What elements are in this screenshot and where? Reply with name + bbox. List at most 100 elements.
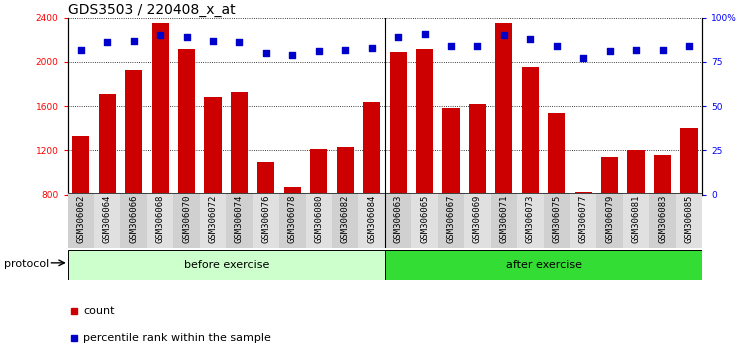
- Point: [498, 33, 510, 38]
- Bar: [385, 193, 412, 248]
- Bar: [438, 193, 464, 248]
- Bar: [336, 147, 354, 283]
- Bar: [173, 193, 200, 248]
- Bar: [125, 70, 142, 283]
- Bar: [385, 250, 702, 280]
- Bar: [252, 193, 279, 248]
- Point: [366, 45, 378, 51]
- Text: GSM306080: GSM306080: [314, 195, 323, 243]
- Text: GSM306074: GSM306074: [235, 195, 244, 243]
- Text: GSM306081: GSM306081: [632, 195, 641, 243]
- Text: GSM306083: GSM306083: [658, 195, 667, 243]
- Point: [630, 47, 642, 52]
- Point: [312, 48, 324, 54]
- Point: [472, 43, 484, 49]
- Text: protocol: protocol: [4, 259, 49, 269]
- Text: after exercise: after exercise: [505, 259, 581, 270]
- Bar: [258, 161, 275, 283]
- Text: GSM306067: GSM306067: [447, 195, 456, 243]
- Bar: [442, 108, 460, 283]
- Bar: [306, 193, 332, 248]
- Text: GSM306062: GSM306062: [77, 195, 86, 243]
- Text: GDS3503 / 220408_x_at: GDS3503 / 220408_x_at: [68, 3, 235, 17]
- Bar: [358, 193, 385, 248]
- Text: GSM306072: GSM306072: [209, 195, 218, 243]
- Text: GSM306076: GSM306076: [261, 195, 270, 243]
- Bar: [623, 193, 650, 248]
- Bar: [363, 102, 380, 283]
- Bar: [147, 193, 173, 248]
- Bar: [548, 113, 566, 283]
- Text: GSM306068: GSM306068: [155, 195, 164, 243]
- Point: [286, 52, 298, 58]
- Bar: [120, 193, 147, 248]
- Point: [260, 50, 272, 56]
- Point: [418, 31, 430, 36]
- Text: before exercise: before exercise: [183, 259, 269, 270]
- Bar: [200, 193, 226, 248]
- Point: [445, 43, 457, 49]
- Point: [656, 47, 668, 52]
- Bar: [575, 193, 592, 283]
- Point: [180, 34, 192, 40]
- Text: GSM306066: GSM306066: [129, 195, 138, 243]
- Point: [550, 43, 562, 49]
- Point: [101, 40, 113, 45]
- Point: [683, 43, 695, 49]
- Bar: [650, 193, 676, 248]
- Point: [154, 33, 166, 38]
- Bar: [464, 193, 490, 248]
- Point: [578, 56, 590, 61]
- Bar: [94, 193, 120, 248]
- Text: GSM306071: GSM306071: [499, 195, 508, 243]
- Bar: [72, 136, 89, 283]
- Bar: [469, 104, 486, 283]
- Bar: [601, 157, 618, 283]
- Text: GSM306085: GSM306085: [684, 195, 693, 243]
- Point: [207, 38, 219, 44]
- Text: GSM306084: GSM306084: [367, 195, 376, 243]
- Point: [524, 36, 536, 42]
- Bar: [490, 193, 517, 248]
- Text: GSM306078: GSM306078: [288, 195, 297, 243]
- Bar: [628, 150, 644, 283]
- Bar: [68, 250, 385, 280]
- Text: GSM306070: GSM306070: [182, 195, 191, 243]
- Text: GSM306064: GSM306064: [103, 195, 112, 243]
- Bar: [68, 193, 94, 248]
- Text: GSM306065: GSM306065: [420, 195, 429, 243]
- Bar: [98, 94, 116, 283]
- Text: percentile rank within the sample: percentile rank within the sample: [83, 333, 271, 343]
- Text: GSM306069: GSM306069: [473, 195, 482, 243]
- Point: [75, 47, 87, 52]
- Point: [339, 47, 351, 52]
- Bar: [416, 48, 433, 283]
- Bar: [178, 48, 195, 283]
- Text: GSM306075: GSM306075: [552, 195, 561, 243]
- Point: [392, 34, 404, 40]
- Bar: [544, 193, 570, 248]
- Point: [234, 40, 246, 45]
- Point: [128, 38, 140, 44]
- Bar: [495, 23, 512, 283]
- Bar: [680, 128, 698, 283]
- Text: count: count: [83, 306, 115, 316]
- Text: GSM306073: GSM306073: [526, 195, 535, 243]
- Point: [604, 48, 616, 54]
- Bar: [570, 193, 596, 248]
- Bar: [517, 193, 544, 248]
- Bar: [279, 193, 306, 248]
- Bar: [284, 187, 301, 283]
- Bar: [390, 52, 407, 283]
- Bar: [231, 92, 248, 283]
- Bar: [522, 68, 539, 283]
- Text: GSM306063: GSM306063: [394, 195, 403, 243]
- Bar: [412, 193, 438, 248]
- Bar: [226, 193, 252, 248]
- Bar: [676, 193, 702, 248]
- Bar: [310, 149, 327, 283]
- Bar: [596, 193, 623, 248]
- Text: GSM306079: GSM306079: [605, 195, 614, 243]
- Text: GSM306082: GSM306082: [341, 195, 350, 243]
- Bar: [654, 155, 671, 283]
